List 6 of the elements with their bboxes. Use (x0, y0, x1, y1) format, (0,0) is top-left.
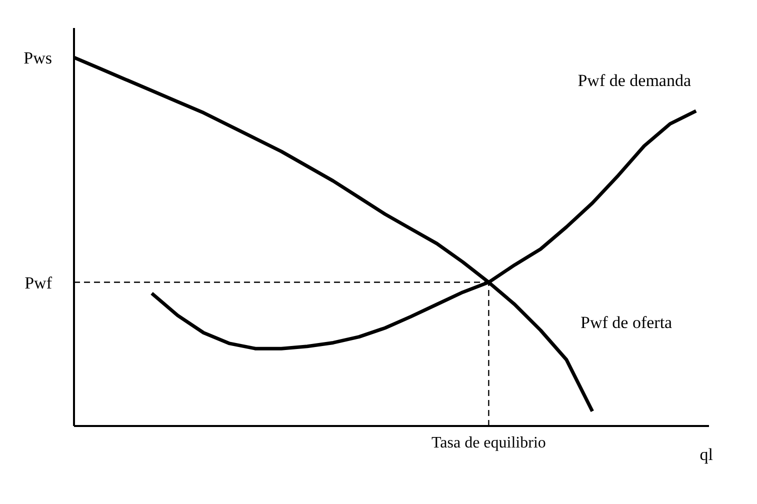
text: Tasa de equilibrio (431, 434, 546, 452)
series-label: Pwf de demanda (578, 70, 692, 90)
text: Pws (24, 48, 52, 68)
x-axis-title: ql (700, 445, 714, 464)
ref-line-label: Pwf (24, 273, 52, 292)
series-label: Pwf de oferta (580, 313, 673, 332)
